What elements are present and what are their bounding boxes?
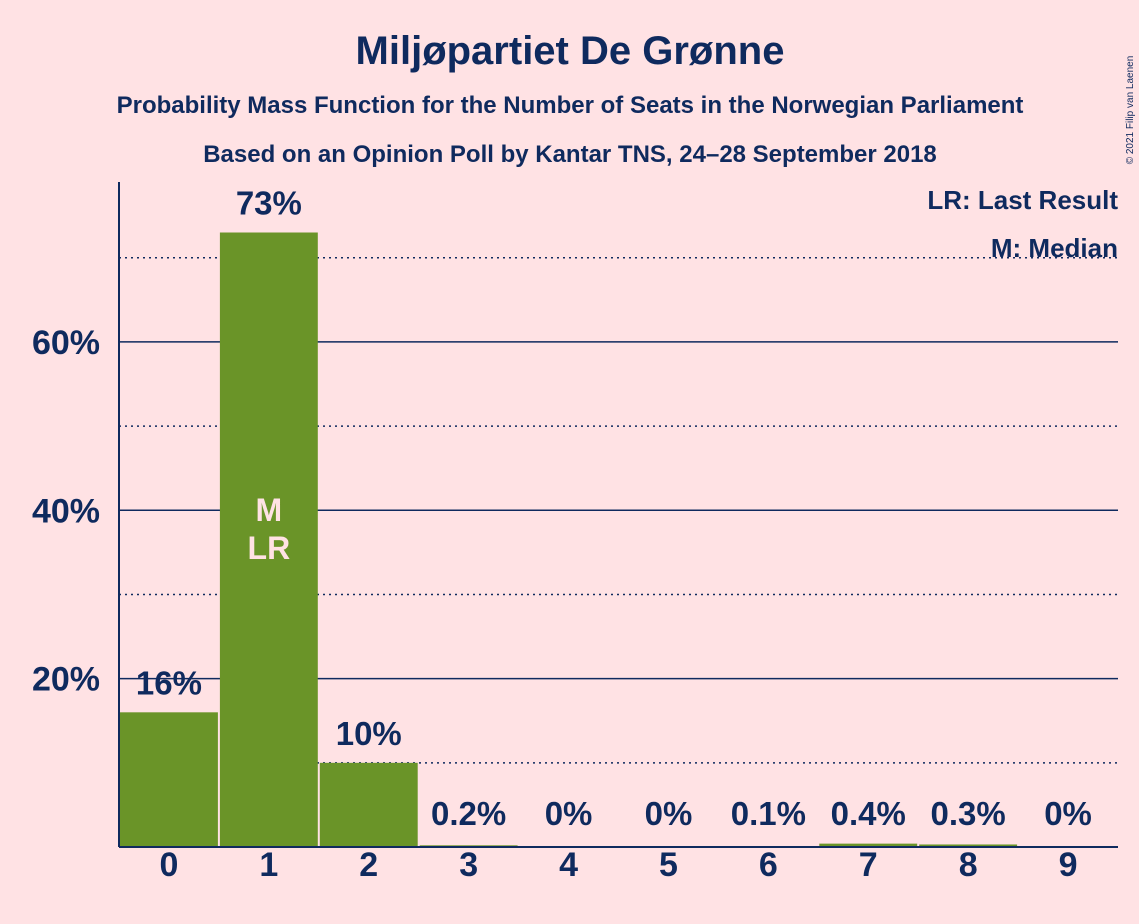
value-label-8: 0.3% xyxy=(931,795,1006,832)
bar-8 xyxy=(919,844,1018,847)
y-tick-label: 20% xyxy=(32,661,100,699)
y-tick-label: 60% xyxy=(32,324,100,362)
legend-median: M: Median xyxy=(991,233,1118,263)
value-labels-group: 16% 73% 10% 0.2% 0% 0% 0.1% 0.4% 0.3% 0% MLR xyxy=(136,185,1092,832)
x-tick-label-6: 6 xyxy=(759,846,778,884)
bar-1 xyxy=(219,232,318,847)
value-label-6: 0.1% xyxy=(731,795,806,832)
x-tick-label-0: 0 xyxy=(159,846,178,884)
chart-subtitle: Probability Mass Function for the Number… xyxy=(117,92,1024,119)
copyright-note: © 2021 Filip van Laenen xyxy=(1125,56,1136,165)
x-tick-label-4: 4 xyxy=(559,846,578,884)
bars-group xyxy=(120,232,1018,847)
x-tick-label-8: 8 xyxy=(959,846,978,884)
x-tick-labels-group: 0 1 2 3 4 5 6 7 8 9 xyxy=(159,846,1077,884)
bar-7 xyxy=(819,843,918,847)
x-tick-label-5: 5 xyxy=(659,846,678,884)
bar-0 xyxy=(120,712,218,847)
legend-last-result: LR: Last Result xyxy=(927,185,1118,215)
y-tick-label: 40% xyxy=(32,492,100,530)
x-tick-label-3: 3 xyxy=(459,846,478,884)
median-marker: M xyxy=(256,492,283,528)
last-result-marker: LR xyxy=(248,530,291,566)
bar-2 xyxy=(319,762,418,847)
value-label-0: 16% xyxy=(136,664,202,701)
x-tick-label-1: 1 xyxy=(259,846,278,884)
value-label-2: 10% xyxy=(336,715,402,752)
chart-title: Miljøpartiet De Grønne xyxy=(356,29,785,73)
value-label-7: 0.4% xyxy=(831,795,906,832)
value-label-3: 0.2% xyxy=(431,795,506,832)
y-tick-labels-group: 20% 40% 60% xyxy=(32,324,100,699)
x-tick-label-9: 9 xyxy=(1059,846,1078,884)
value-label-9: 0% xyxy=(1044,795,1092,832)
x-tick-label-7: 7 xyxy=(859,846,878,884)
chart-subtitle-poll: Based on an Opinion Poll by Kantar TNS, … xyxy=(203,141,937,168)
x-tick-label-2: 2 xyxy=(359,846,378,884)
value-label-4: 0% xyxy=(545,795,593,832)
value-label-5: 0% xyxy=(645,795,693,832)
value-label-1: 73% xyxy=(236,185,302,222)
